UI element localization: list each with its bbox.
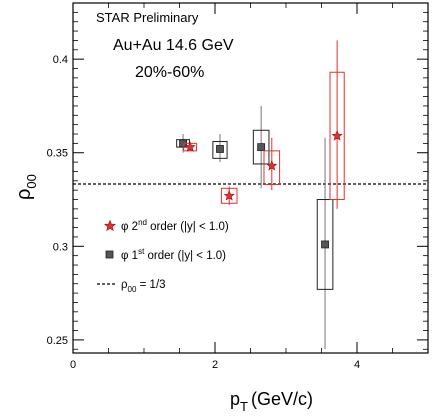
legend-star-marker	[103, 219, 117, 232]
legend-ref-sub: 00	[128, 285, 137, 294]
x-axis-title: pT (GeV/c)	[230, 389, 313, 414]
system-label: Au+Au 14.6 GeV	[113, 37, 234, 54]
data-point-square	[321, 240, 329, 249]
series-first-order	[176, 105, 334, 350]
data-point-square	[257, 143, 266, 152]
x-axis-title-sub: T	[240, 399, 248, 414]
svg-text:ρ00: ρ00	[13, 174, 39, 200]
x-axis-title-main: p	[230, 389, 240, 409]
legend-ref-rest: = 1/3	[136, 279, 165, 291]
legend-star-shape	[103, 219, 117, 232]
axis-tick-labels: 0.25 0.3 0.35 0.4 0 2 4	[47, 54, 360, 371]
legend-entry-1st-order: φ 1st order (|y| < 1.0)	[121, 247, 226, 262]
y-axis-title: ρ00	[13, 174, 39, 200]
x-tick-label: 4	[354, 359, 360, 371]
y-tick-label: 0.25	[47, 335, 68, 347]
y-tick-label: 0.4	[53, 54, 68, 66]
systematic-box	[220, 187, 238, 204]
plot-frame	[72, 2, 429, 354]
systematic-box	[263, 150, 281, 186]
systematic-box	[316, 199, 334, 290]
series-second-order	[183, 40, 345, 209]
systematic-box	[252, 129, 270, 165]
systematic-box	[329, 71, 345, 201]
legend-1st-phi: φ 1	[121, 250, 138, 262]
legend-entry-2nd-order: φ 2nd order (|y| < 1.0)	[121, 218, 229, 233]
legend-1st-sup: st	[138, 247, 145, 256]
systematic-box	[212, 141, 228, 159]
y-axis-title-main: ρ	[13, 189, 35, 200]
x-tick-label: 2	[212, 359, 218, 371]
centrality-label: 20%-60%	[135, 64, 204, 81]
preliminary-label: STAR Preliminary	[96, 10, 199, 25]
legend-1st-rest: order (|y| < 1.0)	[144, 250, 226, 262]
data-point-star	[184, 141, 196, 152]
legend: φ 2nd order (|y| < 1.0) φ 1st order (|y|…	[97, 218, 229, 294]
data-point-star	[223, 189, 235, 201]
legend-square-marker	[105, 250, 114, 259]
axis-ticks	[72, 3, 428, 353]
legend-ref-main: ρ	[121, 279, 128, 291]
y-tick-label: 0.35	[47, 148, 68, 160]
x-tick-label: 0	[70, 359, 76, 371]
data-point-star	[331, 130, 343, 141]
legend-2nd-rest: order (|y| < 1.0)	[147, 221, 229, 233]
data-point-square	[216, 145, 224, 153]
y-tick-label: 0.3	[53, 241, 68, 253]
y-axis-title-sub: 00	[24, 174, 39, 188]
legend-2nd-sup: nd	[138, 218, 147, 227]
x-axis-title-unit: (GeV/c)	[251, 389, 313, 409]
legend-entry-reference: ρ00 = 1/3	[121, 279, 166, 294]
series-layer	[176, 40, 345, 350]
data-point-star	[266, 160, 278, 171]
legend-2nd-phi: φ 2	[121, 221, 138, 233]
